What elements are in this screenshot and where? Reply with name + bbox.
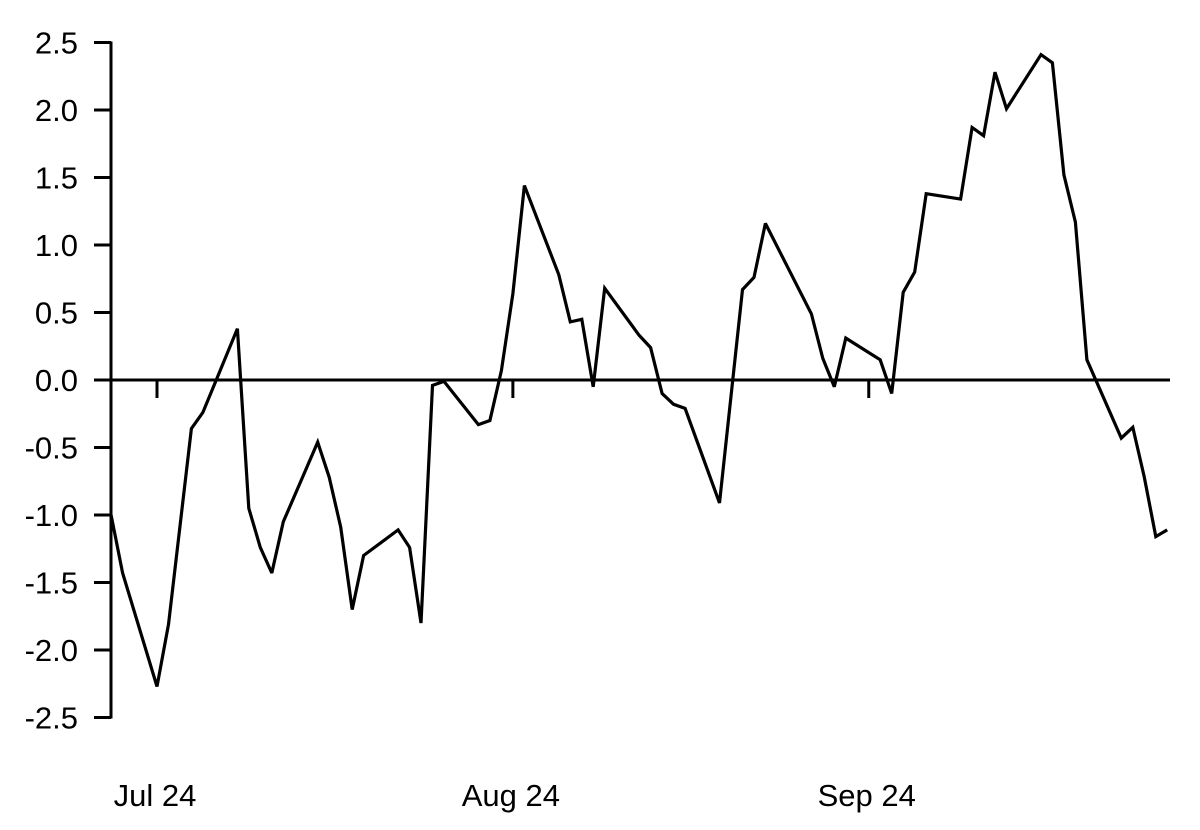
y-tick-label: 0.0 [35, 363, 78, 398]
y-tick-label: -1.0 [25, 498, 78, 533]
y-axis: 2.5 2.0 1.5 1.0 0.5 0.0 -0.5 -1.0 -1.5 -2.0 -2.5 [25, 26, 113, 736]
y-tick-label: -1.5 [25, 566, 78, 601]
y-tick-label: 2.5 [35, 26, 78, 61]
y-tick-label: -0.5 [25, 431, 78, 466]
x-tick-label: Sep 24 [818, 778, 916, 813]
x-tick-label: Aug 24 [462, 778, 560, 813]
x-tick-label: Jul 24 [114, 778, 197, 813]
series-group [109, 52, 1169, 687]
y-tick-label: -2.5 [25, 701, 78, 736]
y-tick-label: 1.0 [35, 228, 78, 263]
y-tick-label: 1.5 [35, 161, 78, 196]
y-tick-label: -2.0 [25, 633, 78, 668]
series-line [109, 52, 1169, 687]
x-axis: Jul 24 Aug 24 Sep 24 [111, 378, 1170, 813]
y-tick-label: 0.5 [35, 296, 78, 331]
y-tick-label: 2.0 [35, 93, 78, 128]
